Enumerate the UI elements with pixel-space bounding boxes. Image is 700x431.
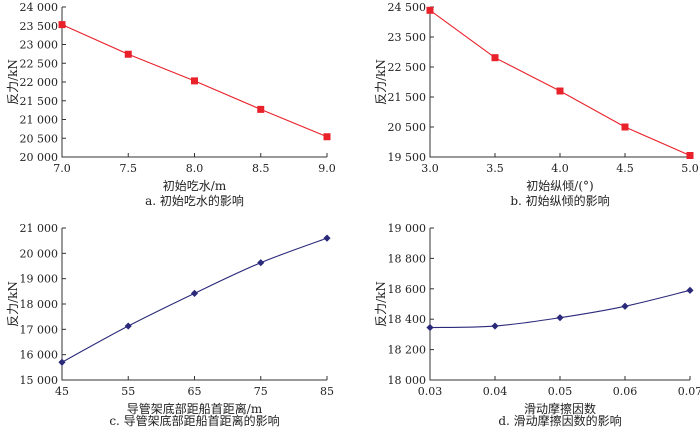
- data-point: [58, 21, 66, 29]
- data-point: [323, 133, 331, 141]
- x-tick-label: 0.04: [483, 385, 508, 398]
- y-tick-label: 18 000: [20, 298, 59, 311]
- y-tick-label: 19 000: [388, 222, 427, 235]
- y-tick-label: 19 000: [20, 273, 59, 286]
- data-point: [491, 54, 499, 62]
- y-tick-label: 22 000: [20, 76, 59, 89]
- data-point: [426, 6, 434, 14]
- x-tick-label: 5.0: [681, 162, 699, 175]
- chart-c: 15 000 16 000 17 000 18 000 19 000 20 000 21 0…: [6, 222, 334, 428]
- series-line: [61, 237, 328, 363]
- chart-d: 18 000 18 200 18 400 18 600 18 800 19 000 0.03…: [374, 222, 700, 428]
- x-tick-label: 65: [188, 385, 202, 398]
- y-tick-label: 20 500: [20, 132, 59, 145]
- y-tick-label: 20 000: [20, 247, 59, 260]
- x-axis-label: 初始纵倾/(°): [526, 179, 593, 193]
- data-point: [621, 302, 629, 310]
- data-point: [257, 259, 265, 267]
- y-tick-label: 21 000: [20, 114, 59, 127]
- y-tick-label: 18 800: [388, 252, 427, 265]
- x-tick-label: 8.5: [252, 162, 270, 175]
- y-tick-label: 24 500: [388, 1, 427, 14]
- y-tick-label: 21 500: [388, 91, 427, 104]
- axes: [429, 228, 690, 381]
- y-tick-label: 18 000: [388, 374, 427, 387]
- y-tick-label: 16 000: [20, 349, 59, 362]
- y-tick-label: 23 500: [388, 31, 427, 44]
- x-tick-label: 0.06: [613, 385, 638, 398]
- data-point: [621, 123, 629, 131]
- y-axis-label: 反力/kN: [374, 59, 388, 105]
- x-tick-label: 0.03: [418, 385, 443, 398]
- y-tick-label: 21 000: [20, 222, 59, 235]
- data-point: [556, 314, 564, 322]
- data-point: [190, 289, 199, 297]
- data-point: [124, 322, 132, 330]
- data-point: [686, 152, 694, 159]
- axes: [429, 7, 690, 158]
- data-point: [686, 286, 694, 294]
- x-tick-label: 9.0: [318, 162, 336, 175]
- y-axis-label: 反力/kN: [6, 281, 20, 327]
- y-tick-label: 18 400: [388, 313, 427, 326]
- x-tick-label: 7.5: [120, 162, 138, 175]
- y-tick-label: 21 500: [20, 95, 59, 108]
- series-line: [429, 289, 691, 329]
- y-tick-label: 23 000: [20, 39, 59, 52]
- data-point: [491, 322, 499, 330]
- x-axis-label: 导管架底部距船首距离/m: [127, 401, 263, 416]
- y-tick-label: 20 500: [388, 121, 427, 134]
- y-tick-label: 20 000: [20, 151, 59, 164]
- x-tick-label: 3.0: [421, 162, 439, 175]
- data-point: [323, 234, 331, 242]
- chart-caption: a. 初始吃水的影响: [145, 193, 244, 208]
- chart-caption: d. 滑动摩擦因数的影响: [498, 413, 621, 428]
- chart-a: 20 000 20 500 21 000 21 500 22 000 22 500 23 0…: [6, 1, 336, 208]
- x-axis-label: 滑动摩擦因数: [524, 401, 596, 416]
- x-tick-label: 55: [121, 385, 135, 398]
- y-tick-label: 18 200: [388, 344, 427, 357]
- series-line: [429, 9, 691, 157]
- axes: [61, 228, 327, 381]
- data-point: [556, 87, 564, 95]
- x-tick-label: 3.5: [486, 162, 504, 175]
- x-tick-label: 7.0: [53, 162, 71, 175]
- data-point: [58, 358, 66, 366]
- x-tick-label: 4.0: [551, 162, 569, 175]
- y-tick-label: 23 500: [20, 20, 59, 33]
- data-point: [257, 105, 265, 113]
- y-axis-label: 反力/kN: [6, 59, 20, 105]
- data-point: [426, 323, 434, 332]
- chart-caption: b. 初始纵倾的影响: [510, 193, 609, 208]
- y-tick-label: 24 000: [20, 1, 59, 14]
- chart-caption: c. 导管架底部距船首距离的影响: [109, 413, 279, 428]
- x-tick-label: 0.07: [678, 385, 700, 398]
- y-tick-label: 15 000: [20, 374, 59, 387]
- x-tick-label: 45: [55, 385, 69, 398]
- data-point: [124, 50, 132, 58]
- y-axis-label: 反力/kN: [374, 281, 388, 327]
- data-point: [191, 77, 198, 85]
- y-tick-label: 22 500: [388, 61, 427, 74]
- x-axis-label: 初始吃水/m: [163, 179, 227, 193]
- chart-b: 19 500 20 500 21 500 22 500 23 500 24 500 3.0 3…: [374, 1, 699, 208]
- x-tick-label: 8.0: [186, 162, 204, 175]
- x-tick-label: 4.5: [616, 162, 634, 175]
- x-tick-label: 85: [320, 385, 334, 398]
- y-tick-label: 22 500: [20, 57, 59, 70]
- y-tick-label: 19 500: [388, 151, 427, 164]
- x-tick-label: 75: [254, 385, 268, 398]
- y-tick-label: 17 000: [20, 323, 59, 336]
- x-tick-label: 0.05: [548, 385, 573, 398]
- y-tick-label: 18 600: [388, 283, 427, 296]
